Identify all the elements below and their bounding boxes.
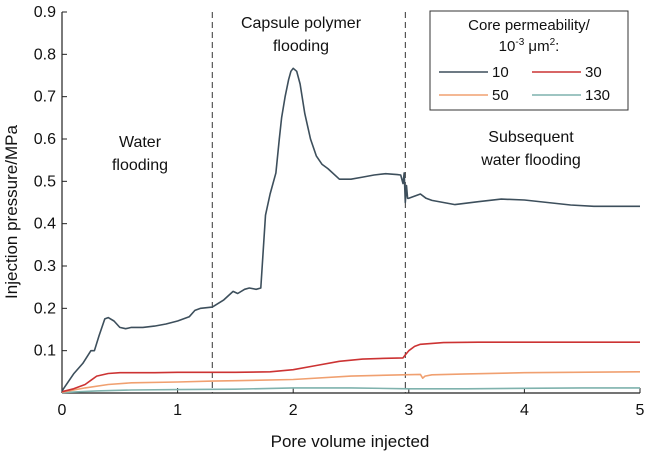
- annotation-subsequent-line1: Subsequent: [488, 129, 574, 146]
- phase-boundaries: [211, 12, 406, 393]
- legend-label-10: 10: [492, 64, 509, 81]
- annotation-water-flooding: Water flooding: [112, 134, 168, 174]
- legend-title-line1: Core permeability/: [468, 17, 591, 34]
- legend-unit-exponent: -3: [515, 37, 524, 48]
- series-line-50: [61, 371, 641, 393]
- annotation-capsule-line2: flooding: [273, 38, 329, 55]
- legend-unit-name: μm: [524, 38, 549, 55]
- series-line-30: [61, 341, 640, 393]
- legend-title-colon: :: [555, 38, 559, 55]
- y-tick-label: 0.5: [34, 173, 56, 190]
- y-tick-label: 0.3: [34, 258, 56, 275]
- y-tick-label: 0.8: [34, 46, 56, 63]
- x-tick-label: 0: [58, 402, 67, 419]
- y-tick-label: 0.6: [34, 131, 56, 148]
- x-tick-label: 2: [289, 402, 298, 419]
- legend: Core permeability/ 10-3 μm2: 10 30 50 13…: [429, 10, 629, 111]
- x-axis-label: Pore volume injected: [271, 432, 430, 451]
- legend-unit-name-exponent: 2: [550, 37, 556, 48]
- y-tick-label: 0.1: [34, 343, 56, 360]
- y-tick-label: 0.4: [34, 216, 56, 233]
- annotation-capsule-polymer-flooding: Capsule polymer flooding: [241, 15, 362, 55]
- series-line-130: [61, 387, 640, 394]
- data-series: [61, 67, 641, 394]
- annotation-subsequent-water-flooding: Subsequent water flooding: [480, 129, 581, 169]
- x-tick-label: 1: [173, 402, 182, 419]
- legend-label-130: 130: [585, 87, 610, 104]
- annotation-subsequent-line2: water flooding: [480, 152, 581, 169]
- x-tick-label: 5: [636, 402, 645, 419]
- annotation-capsule-line1: Capsule polymer: [241, 15, 362, 32]
- annotation-water-flooding-line1: Water: [119, 134, 162, 151]
- series-line-10: [61, 67, 640, 392]
- axes: 0 1 2 3 4 5 0.1 0.2 0.3 0.4 0.5 0.6 0.7 0.8 0.9: [34, 4, 645, 419]
- x-tick-label: 4: [520, 402, 529, 419]
- legend-label-30: 30: [585, 64, 602, 81]
- legend-unit-base: 10: [499, 38, 516, 55]
- y-axis-label: Injection pressure/MPa: [2, 125, 21, 299]
- y-tick-label: 0.9: [34, 4, 56, 21]
- annotation-water-flooding-line2: flooding: [112, 157, 168, 174]
- legend-label-50: 50: [492, 87, 509, 104]
- x-tick-label: 3: [404, 402, 413, 419]
- legend-box: [429, 10, 629, 111]
- y-tick-label: 0.2: [34, 300, 56, 317]
- y-tick-label: 0.7: [34, 89, 56, 106]
- legend-title-line2: 10-3 μm2:: [499, 37, 560, 55]
